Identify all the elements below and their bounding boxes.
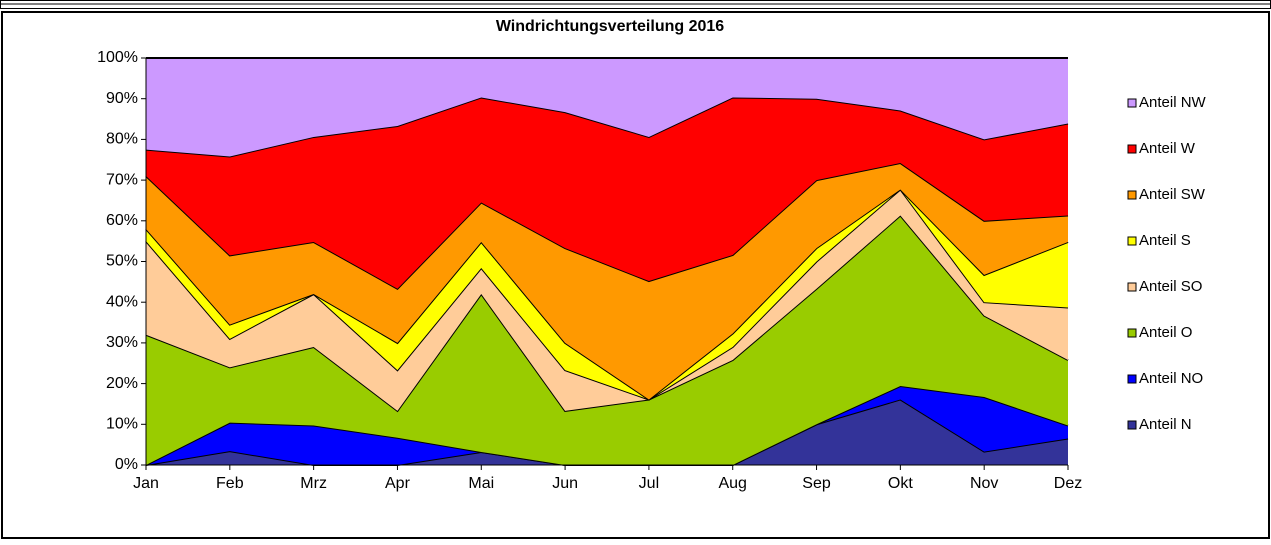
x-tick-label: Dez [1054,475,1082,492]
x-tick-label: Jul [639,475,659,492]
legend-label: Anteil SO [1139,278,1202,295]
x-tick-label: Sep [802,475,831,492]
legend-swatch [1127,144,1137,154]
x-tick-label: Jan [133,475,159,492]
y-tick-label: 20% [106,375,138,392]
area [146,189,1068,411]
legend-label: Anteil NW [1139,94,1207,111]
legend-label: Anteil O [1139,324,1192,341]
legend-swatch [1127,420,1137,430]
y-tick-label: 80% [106,131,138,148]
y-tick-label: 30% [106,334,138,351]
legend-swatch [1127,236,1137,246]
x-tick-label: Jun [552,475,578,492]
area [146,399,1068,465]
y-tick-label: 70% [106,171,138,188]
x-tick-label: Apr [385,475,411,492]
y-tick-label: 60% [106,212,138,229]
y-tick-label: 50% [106,253,138,270]
legend-swatch [1127,374,1137,384]
x-tick-label: Nov [970,475,998,492]
legend-swatch [1127,190,1137,200]
legend-label: Anteil NO [1139,370,1203,387]
x-tick-label: Okt [888,475,913,492]
y-tick-label: 10% [106,416,138,433]
x-tick-label: Mrz [300,475,327,492]
x-tick-label: Feb [216,475,244,492]
legend-label: Anteil S [1139,232,1191,249]
area [146,386,1068,465]
area [146,215,1068,465]
area [146,97,1068,289]
area [146,189,1068,400]
legend-swatch [1127,282,1137,292]
x-tick-label: Mai [468,475,494,492]
legend-label: Anteil N [1139,416,1192,433]
y-tick-label: 100% [97,49,138,66]
chart-title: Windrichtungsverteilung 2016 [496,18,724,35]
y-tick-label: 90% [106,90,138,107]
y-tick-label: 0% [115,456,138,473]
y-tick-label: 40% [106,293,138,310]
legend-swatch [1127,328,1137,338]
legend-label: Anteil SW [1139,186,1206,203]
area [146,58,1068,157]
legend-label: Anteil W [1139,140,1196,157]
legend-swatch [1127,98,1137,108]
area [146,163,1068,400]
x-tick-label: Aug [718,475,746,492]
